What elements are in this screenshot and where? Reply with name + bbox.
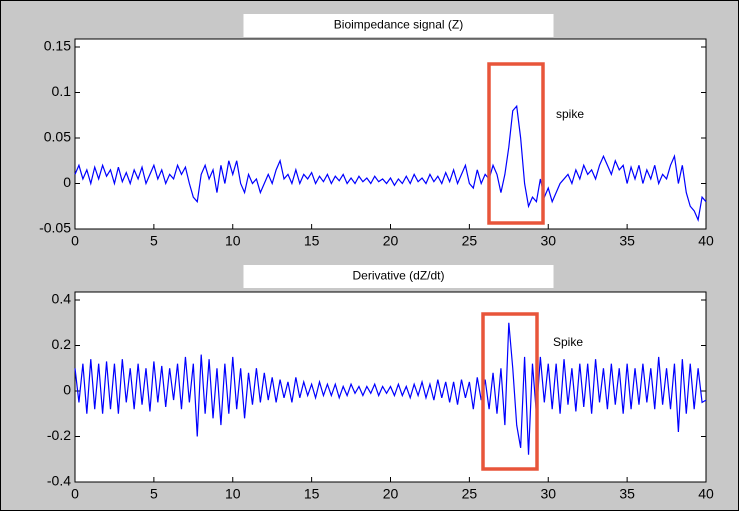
- signal-line: [74, 104, 707, 222]
- x-tick-label: 0: [71, 233, 79, 249]
- x-tick-label: 35: [619, 486, 635, 502]
- x-tick-label: 25: [462, 233, 478, 249]
- y-tick-label: 0.05: [44, 129, 71, 145]
- x-tick-label: 10: [225, 233, 241, 249]
- x-tick-label: 20: [383, 233, 399, 249]
- x-tick-label: 20: [383, 486, 399, 502]
- annotation: spike: [556, 107, 584, 121]
- chart-title: Derivative (dZ/dt): [352, 269, 444, 283]
- plots: Bioimpedance signal (Z)-0.0500.050.10.15…: [39, 14, 714, 502]
- chart-title: Bioimpedance signal (Z): [334, 18, 463, 32]
- y-tick-label: 0.1: [52, 83, 72, 99]
- x-tick-label: 5: [150, 233, 158, 249]
- y-tick-label: 0.15: [44, 38, 71, 54]
- y-tick-label: 0: [63, 382, 71, 398]
- x-tick-label: 5: [150, 486, 158, 502]
- x-tick-label: 0: [71, 486, 79, 502]
- y-tick-label: -0.2: [47, 427, 71, 443]
- y-tick-label: 0.2: [52, 336, 72, 352]
- x-tick-label: 40: [698, 486, 714, 502]
- x-tick-label: 10: [225, 486, 241, 502]
- y-tick-label: 0.4: [52, 291, 72, 307]
- x-tick-label: 40: [698, 233, 714, 249]
- axes-background: [74, 38, 707, 230]
- highlight-box: [481, 312, 539, 471]
- x-tick-label: 25: [462, 486, 478, 502]
- title-box: [243, 14, 554, 37]
- x-tick-label: 35: [619, 233, 635, 249]
- x-tick-label: 15: [304, 486, 320, 502]
- highlight-box: [487, 62, 545, 225]
- y-tick-label: 0: [63, 174, 71, 190]
- x-tick-label: 30: [540, 486, 556, 502]
- x-tick-label: 30: [540, 233, 556, 249]
- annotation: Spike: [553, 335, 583, 349]
- title-box: [243, 265, 554, 288]
- x-tick-label: 15: [304, 233, 320, 249]
- signal-line: [74, 322, 707, 455]
- y-tick-label: -0.4: [47, 473, 71, 489]
- y-tick-label: -0.05: [39, 220, 71, 236]
